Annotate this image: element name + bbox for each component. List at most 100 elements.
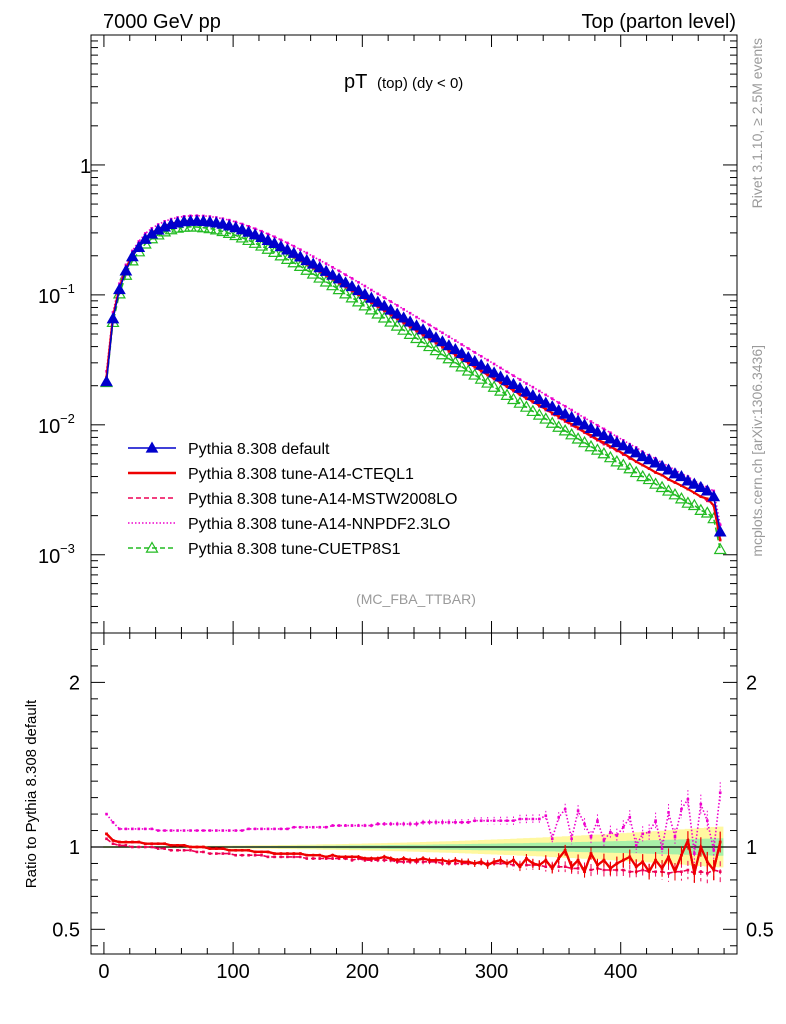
data-point (655, 480, 669, 493)
data-point (415, 822, 418, 826)
data-point (402, 308, 405, 311)
data-point (563, 865, 567, 869)
data-point (571, 432, 585, 444)
data-point (479, 354, 483, 358)
y-tick-label: 10 (38, 286, 60, 308)
data-point (376, 857, 380, 860)
data-point (344, 273, 347, 276)
data-point (292, 825, 296, 829)
data-point (195, 845, 199, 849)
data-point (363, 824, 367, 827)
data-point (260, 853, 263, 857)
data-point (466, 821, 470, 824)
data-point (408, 822, 412, 826)
data-point (693, 491, 696, 495)
data-point (208, 847, 212, 850)
data-point (273, 852, 276, 855)
legend: Pythia 8.308 default Pythia 8.308 tune-A1… (128, 441, 457, 558)
ratio-panel-ticks (91, 633, 737, 954)
data-point (266, 855, 270, 859)
data-point (242, 225, 255, 237)
data-point (358, 299, 372, 311)
data-point (455, 346, 469, 359)
data-point (227, 848, 231, 852)
data-point (389, 857, 393, 860)
data-point (176, 829, 179, 832)
data-point (441, 345, 444, 348)
data-point (331, 853, 334, 857)
data-point (654, 819, 657, 822)
data-point (371, 307, 385, 319)
data-point (143, 827, 147, 831)
data-point (156, 842, 160, 846)
data-point (570, 837, 573, 841)
data-point (274, 240, 288, 252)
data-point (642, 472, 656, 485)
data-point (331, 266, 334, 269)
data-point (525, 857, 528, 860)
data-point (616, 458, 630, 470)
data-point (687, 498, 701, 511)
y-tick-label: 1 (80, 156, 91, 178)
data-point (487, 366, 501, 378)
data-point (713, 542, 727, 555)
data-point (403, 327, 417, 339)
data-point (195, 829, 199, 832)
data-point (615, 448, 619, 452)
data-point (208, 829, 212, 832)
data-point (544, 814, 548, 818)
data-point (203, 221, 217, 234)
data-point (344, 855, 347, 859)
data-point (324, 857, 328, 860)
data-point (292, 244, 296, 248)
x-tick-labels: 0 100 200 300 400 (98, 961, 637, 983)
data-point (563, 419, 567, 422)
data-point (512, 858, 515, 862)
data-point (286, 241, 289, 245)
data-point (434, 821, 438, 824)
data-point (324, 855, 328, 859)
data-point (441, 858, 444, 862)
data-point (350, 824, 354, 827)
data-point (686, 868, 690, 872)
series-line (105, 220, 721, 533)
data-point (111, 821, 115, 824)
data-point (421, 860, 425, 864)
data-point (616, 439, 630, 451)
legend-label: Pythia 8.308 tune-A14-MSTW2008LO (188, 491, 457, 508)
data-point (609, 830, 612, 834)
data-point (596, 819, 599, 822)
data-point (660, 847, 664, 850)
data-point (234, 853, 238, 857)
data-point (628, 816, 632, 819)
data-point (113, 282, 126, 295)
data-point (492, 860, 496, 864)
series-3 (105, 782, 722, 863)
data-point (428, 821, 431, 824)
legend-entry: Pythia 8.308 tune-CUETP8S1 (128, 541, 401, 558)
data-point (324, 825, 328, 829)
data-point (623, 442, 637, 454)
data-point (132, 240, 146, 253)
data-point (442, 351, 456, 364)
data-point (570, 408, 573, 412)
data-point (100, 375, 113, 387)
data-point (287, 246, 301, 258)
data-point (434, 341, 438, 344)
data-point (311, 857, 315, 860)
data-point (143, 845, 147, 849)
data-point (557, 415, 561, 418)
data-point (519, 400, 533, 412)
ratio-y-tick-label: 1 (69, 837, 80, 859)
data-point (279, 238, 283, 242)
data-point (293, 250, 307, 262)
data-point (318, 258, 321, 262)
data-point (667, 478, 670, 481)
data-point (539, 396, 553, 408)
data-point (209, 223, 223, 235)
data-point (545, 416, 559, 428)
data-point (686, 797, 690, 801)
data-point (578, 418, 591, 430)
data-point (377, 299, 391, 311)
